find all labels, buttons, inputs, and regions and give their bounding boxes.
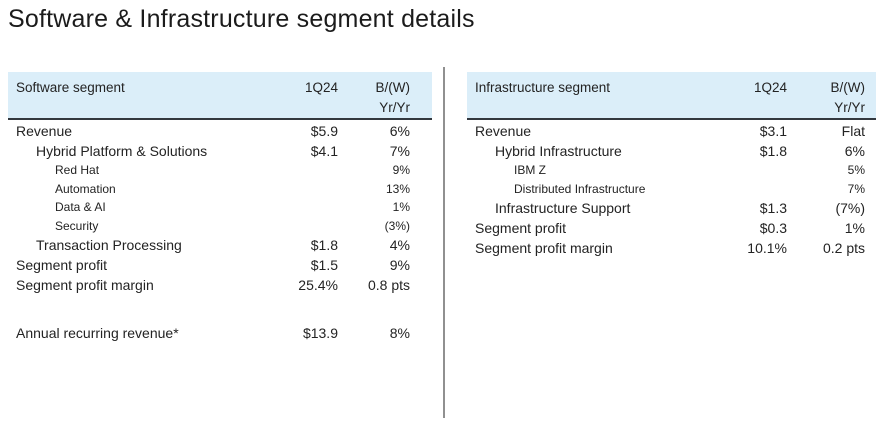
row-value: $1.5 [310,257,338,273]
row-yoy: 6% [389,123,410,139]
table-row: Hybrid Platform & Solutions $4.1 7% [8,141,410,161]
row-label: Security [55,218,99,233]
row-value: 10.1% [747,240,787,256]
software-table-title: Software segment [16,80,125,95]
row-yoy: 7% [847,181,865,196]
table-row: Hybrid Infrastructure $1.8 6% [467,141,865,161]
table-row: Automation 13% [8,180,410,199]
table-row: Red Hat 9% [8,161,410,180]
table-row: Segment profit margin 25.4% 0.8 pts [8,275,410,295]
table-row: Segment profit margin 10.1% 0.2 pts [467,238,865,258]
row-yoy: 9% [392,163,410,178]
row-yoy: 5% [847,163,865,178]
row-yoy: Flat [841,123,865,139]
row-label: Revenue [16,123,73,139]
row-label: Transaction Processing [36,237,182,253]
row-label: Automation [55,181,116,196]
row-value: $1.8 [759,143,787,159]
row-label: Distributed Infrastructure [514,181,646,196]
row-value: 25.4% [298,277,338,293]
table-row: Infrastructure Support $1.3 (7%) [467,198,865,218]
software-col-change: B/(W) Yr/Yr [338,78,411,118]
row-yoy: 9% [389,257,410,273]
software-col-change-line2: Yr/Yr [379,100,410,115]
row-label: Segment profit [16,257,108,273]
table-divider-line [443,67,445,418]
infrastructure-table-body: Revenue $3.1 Flat Hybrid Infrastructure $1.8… [467,120,876,258]
table-row: Revenue $3.1 Flat [467,121,865,141]
infrastructure-col-change-line2: Yr/Yr [834,100,865,115]
row-yoy: 1% [844,220,865,236]
row-label: Infrastructure Support [495,200,631,216]
row-yoy: 8% [389,325,410,341]
row-label: Revenue [475,123,532,139]
infrastructure-segment-table: Infrastructure segment 1Q24 B/(W) Yr/Yr … [467,72,876,258]
row-value: $3.1 [759,123,787,139]
row-label: Data & AI [55,200,106,215]
row-yoy: (3%) [384,218,410,233]
row-label: Hybrid Platform & Solutions [36,143,208,159]
table-row: Distributed Infrastructure 7% [467,180,865,199]
table-spacer-row [8,295,410,323]
row-label: Segment profit margin [475,240,613,256]
software-col-change-line1: B/(W) [375,80,411,95]
row-yoy: 0.8 pts [367,277,410,293]
row-value: $1.8 [310,237,338,253]
software-table-header: Software segment 1Q24 B/(W) Yr/Yr [8,72,432,120]
table-row: Revenue $5.9 6% [8,121,410,141]
infrastructure-col-change-line1: B/(W) [830,80,866,95]
row-yoy: 6% [844,143,865,159]
table-row: IBM Z 5% [467,161,865,180]
row-yoy: 1% [392,200,410,215]
row-yoy: (7%) [835,200,865,216]
row-value: $5.9 [310,123,338,139]
infrastructure-col-period: 1Q24 [753,80,787,95]
software-table-body: Revenue $5.9 6% Hybrid Platform & Solutions… [8,120,432,343]
row-value: $4.1 [310,143,338,159]
table-row: Transaction Processing $1.8 4% [8,235,410,255]
row-yoy: 7% [389,143,410,159]
row-label: IBM Z [514,163,546,178]
table-row: Security (3%) [8,217,410,236]
software-col-period: 1Q24 [304,80,338,95]
table-row: Annual recurring revenue* $13.9 8% [8,323,410,343]
infrastructure-table-title: Infrastructure segment [475,80,611,95]
row-yoy: 0.2 pts [822,240,865,256]
row-label: Annual recurring revenue* [16,325,179,341]
page-title: Software & Infrastructure segment detail… [8,5,475,33]
row-label: Hybrid Infrastructure [495,143,622,159]
row-label: Segment profit [475,220,567,236]
row-value: $13.9 [302,325,338,341]
row-value: $0.3 [759,220,787,236]
row-label: Segment profit margin [16,277,154,293]
row-label: Red Hat [55,163,100,178]
software-segment-table: Software segment 1Q24 B/(W) Yr/Yr Revenu… [8,72,432,343]
table-row: Segment profit $1.5 9% [8,255,410,275]
table-row: Data & AI 1% [8,198,410,217]
table-row: Segment profit $0.3 1% [467,218,865,238]
infrastructure-table-header: Infrastructure segment 1Q24 B/(W) Yr/Yr [467,72,876,120]
row-yoy: 4% [389,237,410,253]
row-value: $1.3 [759,200,787,216]
infrastructure-col-change: B/(W) Yr/Yr [787,78,866,118]
row-yoy: 13% [385,181,410,196]
